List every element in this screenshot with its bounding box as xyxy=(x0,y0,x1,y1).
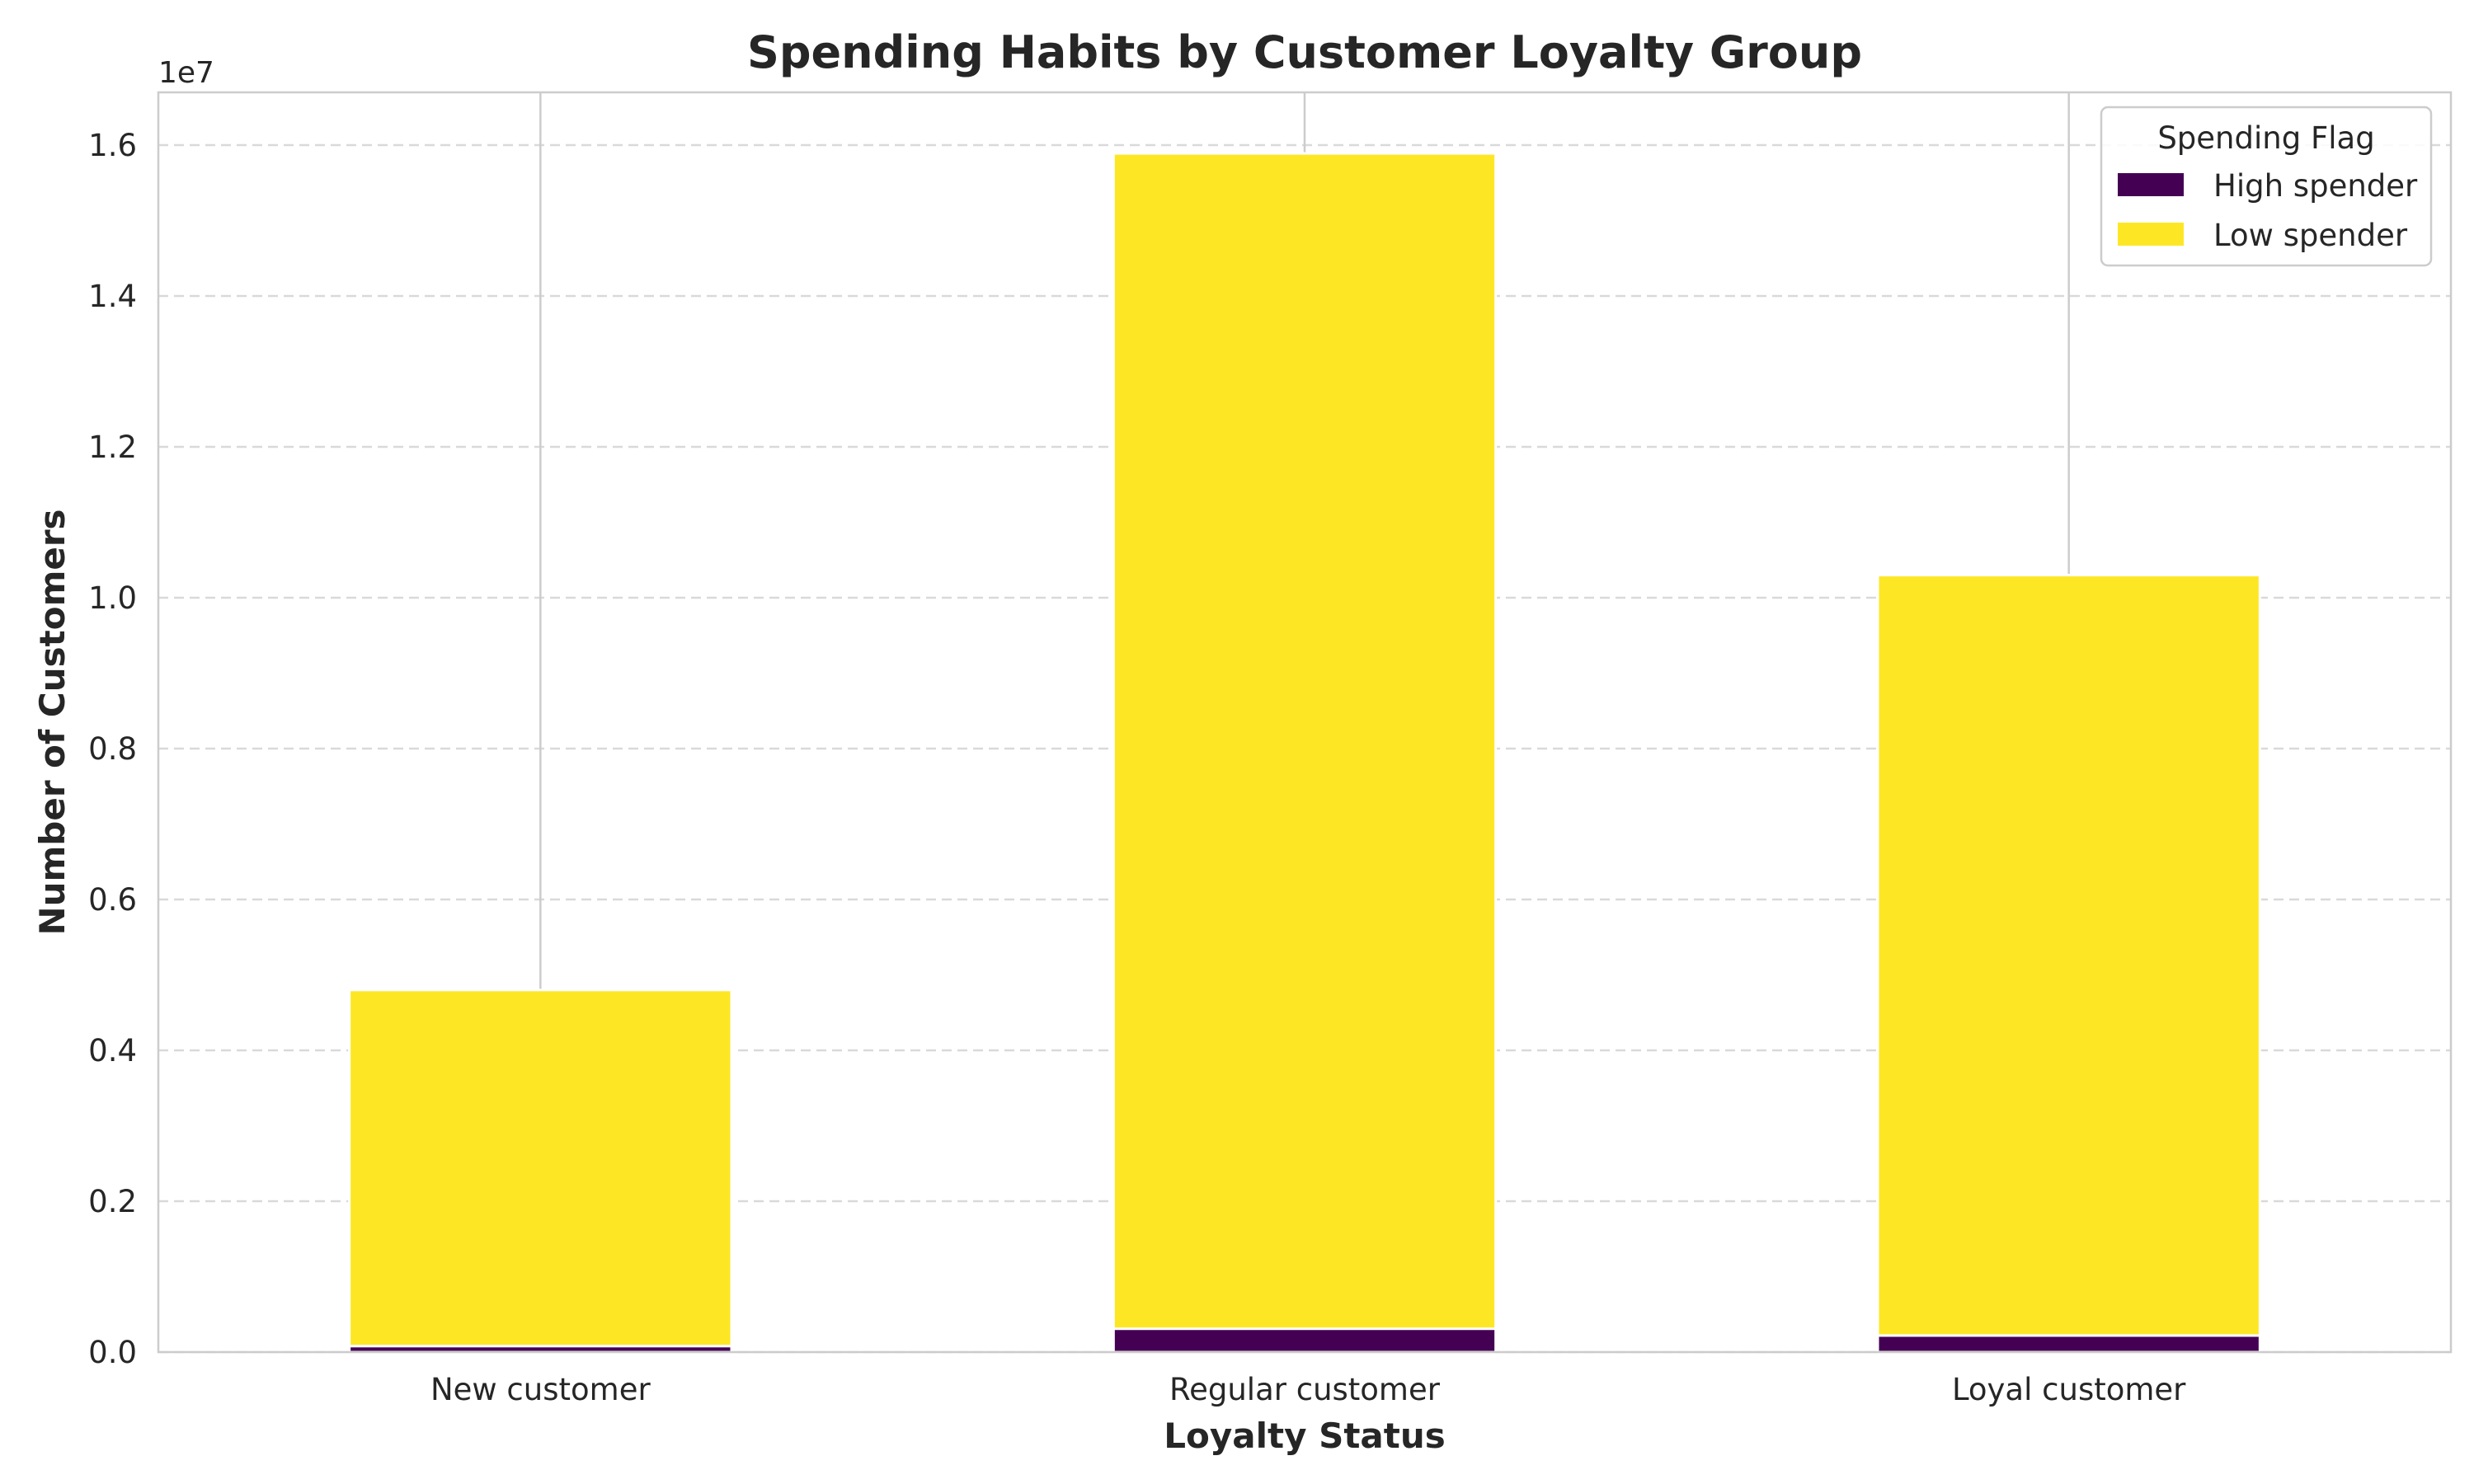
y-tick-label: 1.4 xyxy=(88,279,137,314)
x-ticks: New customer Regular customer Loyal custom… xyxy=(430,1372,2186,1407)
y-tick-label: 0.0 xyxy=(88,1335,137,1370)
legend-title: Spending Flag xyxy=(2157,120,2374,156)
y-tick-label: 0.6 xyxy=(88,882,137,918)
chart-title: Spending Habits by Customer Loyalty Grou… xyxy=(747,26,1862,78)
bar-high-spender xyxy=(1112,1327,1498,1354)
bars xyxy=(348,152,2261,1354)
y-ticks: 0.0 0.2 0.4 0.6 0.8 1.0 1.2 1.4 1.6 xyxy=(88,128,137,1370)
y-offset-label: 1e7 xyxy=(158,56,214,90)
legend-label-low-spender: Low spender xyxy=(2213,218,2408,253)
legend: Spending Flag High spender Low spender xyxy=(2100,106,2433,267)
bar-low-spender xyxy=(348,989,733,1348)
y-axis-label: Number of Customers xyxy=(32,509,73,935)
y-tick-label: 1.6 xyxy=(88,128,137,163)
legend-swatch-high-spender xyxy=(2118,173,2184,196)
y-tick-label: 0.2 xyxy=(88,1184,137,1219)
y-tick-label: 1.0 xyxy=(88,580,137,616)
legend-swatch-low-spender xyxy=(2118,223,2184,246)
y-tick-label: 0.8 xyxy=(88,731,137,767)
y-tick-label: 1.2 xyxy=(88,430,137,465)
x-tick-label: Loyal customer xyxy=(1952,1372,2186,1407)
x-tick-label: Regular customer xyxy=(1169,1372,1441,1407)
x-tick-label: New customer xyxy=(430,1372,651,1407)
x-axis-label: Loyalty Status xyxy=(1164,1416,1445,1456)
bar-high-spender xyxy=(1876,1334,2261,1354)
plot-frame xyxy=(157,91,2453,1354)
bar-low-spender xyxy=(1112,152,1498,1331)
y-tick-label: 0.4 xyxy=(88,1033,137,1068)
bar-low-spender xyxy=(1876,574,2261,1337)
legend-label-high-spender: High spender xyxy=(2213,168,2418,204)
